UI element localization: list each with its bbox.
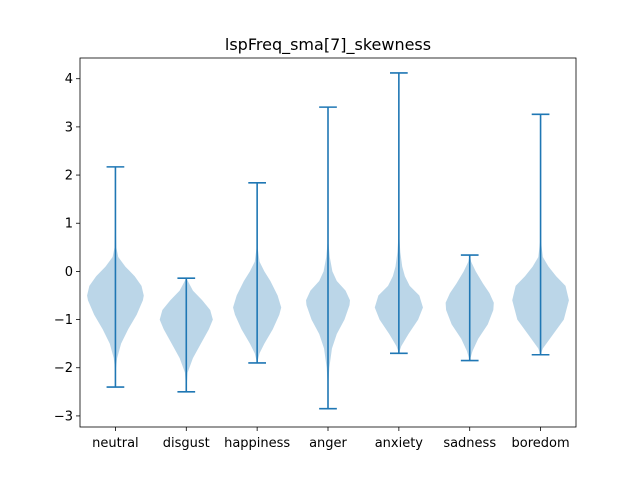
x-tick-label: disgust — [163, 436, 210, 451]
y-tick-label: −3 — [54, 409, 73, 424]
y-tick-label: −2 — [54, 361, 73, 376]
x-tick-label: neutral — [92, 436, 139, 451]
y-tick-label: 4 — [65, 72, 73, 87]
y-tick-label: 1 — [65, 217, 73, 232]
y-tick-label: 2 — [65, 169, 73, 184]
x-tick-label: anger — [309, 436, 347, 451]
x-tick-label: sadness — [443, 436, 496, 451]
chart-title: lspFreq_sma[7]_skewness — [225, 35, 431, 55]
violins — [87, 72, 569, 410]
x-tick-label: happiness — [224, 436, 290, 451]
y-tick-label: 3 — [65, 120, 73, 135]
y-tick-label: 0 — [65, 265, 73, 280]
x-tick-label: anxiety — [375, 436, 424, 451]
x-axis: neutral disgust happiness anger anxiety sadne… — [92, 427, 570, 451]
x-tick-label: boredom — [512, 436, 570, 451]
plot-frame — [79, 57, 577, 428]
y-tick-label: −1 — [54, 313, 73, 328]
y-axis: −3 −2 −1 0 1 2 3 4 — [54, 72, 80, 424]
